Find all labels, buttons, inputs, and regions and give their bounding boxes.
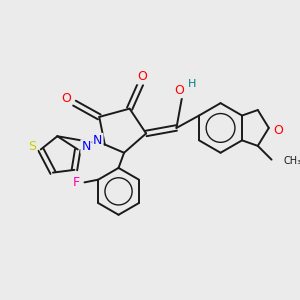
Text: S: S [28, 140, 37, 153]
Text: O: O [174, 84, 184, 97]
Text: O: O [274, 124, 284, 137]
Text: O: O [137, 70, 147, 83]
Text: F: F [73, 176, 80, 189]
Text: CH₃: CH₃ [284, 156, 300, 166]
Text: H: H [188, 79, 196, 89]
Text: N: N [81, 140, 91, 153]
Text: N: N [93, 134, 103, 147]
Text: O: O [61, 92, 71, 106]
